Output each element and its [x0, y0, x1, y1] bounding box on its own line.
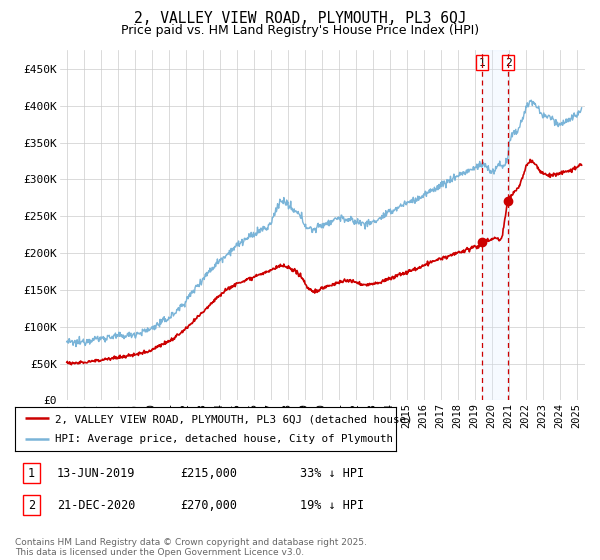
Text: 2, VALLEY VIEW ROAD, PLYMOUTH, PL3 6QJ: 2, VALLEY VIEW ROAD, PLYMOUTH, PL3 6QJ [134, 11, 466, 26]
Text: 2: 2 [28, 498, 35, 512]
Text: HPI: Average price, detached house, City of Plymouth: HPI: Average price, detached house, City… [55, 435, 393, 445]
Text: 13-JUN-2019: 13-JUN-2019 [57, 466, 136, 480]
Text: 19% ↓ HPI: 19% ↓ HPI [300, 498, 364, 512]
Text: 1: 1 [479, 58, 485, 68]
Text: Contains HM Land Registry data © Crown copyright and database right 2025.
This d: Contains HM Land Registry data © Crown c… [15, 538, 367, 557]
Text: 2, VALLEY VIEW ROAD, PLYMOUTH, PL3 6QJ (detached house): 2, VALLEY VIEW ROAD, PLYMOUTH, PL3 6QJ (… [55, 414, 413, 424]
Text: 21-DEC-2020: 21-DEC-2020 [57, 498, 136, 512]
Bar [482, 50, 508, 400]
Text: 33% ↓ HPI: 33% ↓ HPI [300, 466, 364, 480]
Text: £215,000: £215,000 [180, 466, 237, 480]
Text: £270,000: £270,000 [180, 498, 237, 512]
Text: Price paid vs. HM Land Registry's House Price Index (HPI): Price paid vs. HM Land Registry's House … [121, 24, 479, 37]
Text: 1: 1 [28, 466, 35, 480]
Text: 2: 2 [505, 58, 511, 68]
